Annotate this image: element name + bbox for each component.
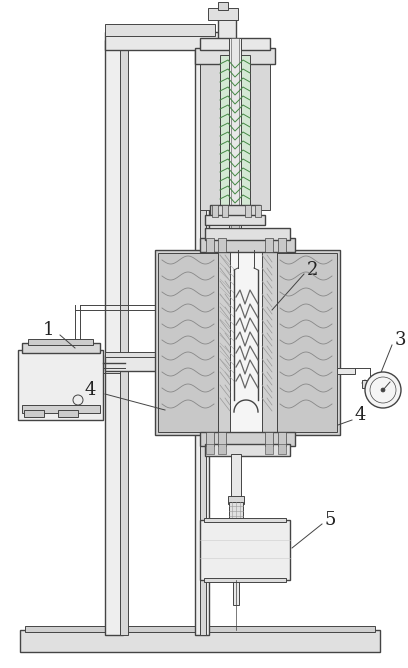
Bar [278, 444, 286, 454]
Bar [205, 444, 290, 456]
Bar [22, 343, 100, 353]
Bar [120, 40, 128, 635]
Bar [204, 578, 286, 582]
Bar [232, 355, 240, 371]
Bar [210, 205, 260, 217]
Bar [218, 18, 236, 54]
Bar [212, 205, 218, 217]
Bar [218, 444, 226, 454]
Bar [200, 40, 206, 635]
Bar [105, 24, 215, 36]
Bar [105, 355, 235, 371]
Bar [233, 520, 239, 605]
Bar [200, 55, 220, 210]
Bar [205, 215, 265, 225]
Bar [206, 432, 214, 446]
Bar [18, 350, 103, 420]
Bar [206, 238, 214, 252]
Bar [200, 520, 290, 580]
Bar [337, 368, 355, 374]
Text: 5: 5 [324, 511, 336, 529]
Bar [218, 2, 228, 10]
Bar [265, 444, 273, 454]
Bar [205, 228, 290, 240]
Bar [22, 405, 100, 413]
Bar [277, 253, 337, 432]
Bar [195, 40, 209, 635]
Bar [200, 432, 295, 446]
Bar [278, 432, 286, 446]
Text: 4: 4 [84, 381, 96, 399]
Bar [265, 432, 273, 446]
Bar [255, 205, 261, 217]
Bar [230, 250, 262, 435]
Bar [218, 250, 233, 435]
Circle shape [365, 372, 401, 408]
Bar [155, 250, 340, 435]
Text: 2: 2 [306, 261, 318, 279]
Bar [218, 238, 226, 252]
Bar [204, 518, 286, 522]
Bar [231, 38, 239, 238]
Text: 4: 4 [354, 406, 366, 424]
Bar [245, 205, 251, 217]
Bar [222, 205, 228, 217]
Bar [220, 55, 250, 210]
Bar [58, 410, 78, 417]
Bar [229, 502, 243, 520]
Bar [24, 410, 44, 417]
Bar [228, 496, 244, 504]
Bar [229, 38, 241, 238]
Bar [105, 40, 123, 635]
Text: 3: 3 [394, 331, 406, 349]
Bar [195, 48, 275, 64]
Bar [231, 454, 241, 499]
Bar [20, 630, 380, 652]
Circle shape [381, 388, 385, 392]
Bar [260, 250, 277, 435]
Bar [362, 380, 372, 388]
Bar [105, 32, 225, 50]
Bar [28, 339, 93, 345]
Bar [265, 238, 273, 252]
Bar [25, 626, 375, 632]
Bar [208, 8, 238, 20]
Bar [158, 253, 218, 432]
Bar [250, 55, 270, 210]
Bar [218, 432, 226, 446]
Bar [200, 238, 295, 252]
Text: 1: 1 [42, 321, 54, 339]
Bar [200, 38, 270, 50]
Bar [278, 238, 286, 252]
Bar [206, 444, 214, 454]
Bar [105, 352, 235, 357]
